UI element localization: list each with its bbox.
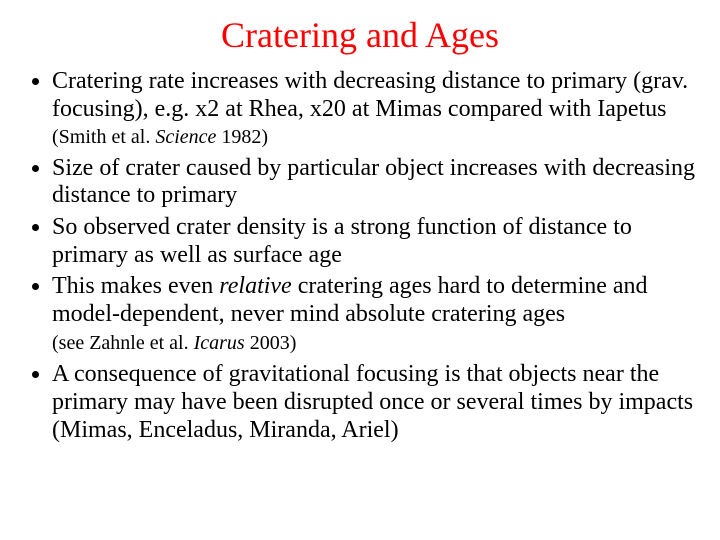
bullet-1-citation: (Smith et al. Science 1982)	[52, 126, 268, 148]
ref-pre: (see Zahnle et al.	[52, 332, 194, 354]
cite-pre: (Smith et al.	[52, 126, 155, 148]
bullet-5: A consequence of gravitational focusing …	[52, 361, 700, 444]
ref-journal: Icarus	[194, 332, 245, 354]
bullet-1-text: Cratering rate increases with decreasing…	[52, 68, 688, 122]
bullet-4: This makes even relative cratering ages …	[52, 273, 700, 328]
bullet-1: Cratering rate increases with decreasing…	[52, 68, 700, 151]
bullet-4-emph: relative	[219, 273, 291, 299]
bullet-2: Size of crater caused by particular obje…	[52, 155, 700, 210]
bullet-3: So observed crater density is a strong f…	[52, 214, 700, 269]
bullet-4-pre: This makes even	[52, 273, 219, 299]
bullet-list: Cratering rate increases with decreasing…	[20, 68, 700, 328]
cite-journal: Science	[155, 126, 216, 148]
reference-line: (see Zahnle et al. Icarus 2003)	[52, 332, 700, 355]
slide: Cratering and Ages Cratering rate increa…	[0, 0, 720, 540]
slide-title: Cratering and Ages	[20, 14, 700, 56]
ref-post: 2003)	[245, 332, 297, 354]
cite-post: 1982)	[216, 126, 268, 148]
bullet-list-2: A consequence of gravitational focusing …	[20, 361, 700, 444]
